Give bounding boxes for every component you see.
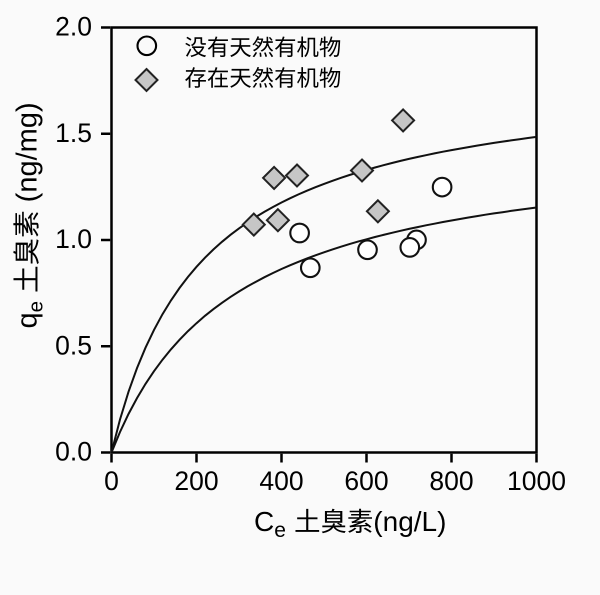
svg-text:1.5: 1.5 xyxy=(55,118,92,148)
svg-text:0.0: 0.0 xyxy=(55,437,92,467)
svg-text:400: 400 xyxy=(259,466,303,496)
svg-text:C: C xyxy=(254,506,274,537)
svg-text:2.0: 2.0 xyxy=(55,12,92,42)
svg-text:800: 800 xyxy=(429,466,473,496)
svg-text:e: e xyxy=(25,301,48,312)
svg-text:0.5: 0.5 xyxy=(55,330,92,360)
svg-text:(ng/L): (ng/L) xyxy=(373,506,446,537)
svg-text:1.0: 1.0 xyxy=(55,224,92,254)
svg-text:600: 600 xyxy=(344,466,388,496)
svg-text:0: 0 xyxy=(104,466,119,496)
svg-text:200: 200 xyxy=(174,466,218,496)
svg-text:1000: 1000 xyxy=(507,466,566,496)
svg-text:q: q xyxy=(12,312,44,328)
svg-text:(ng/mg): (ng/mg) xyxy=(12,102,44,202)
svg-text:e: e xyxy=(274,519,286,542)
